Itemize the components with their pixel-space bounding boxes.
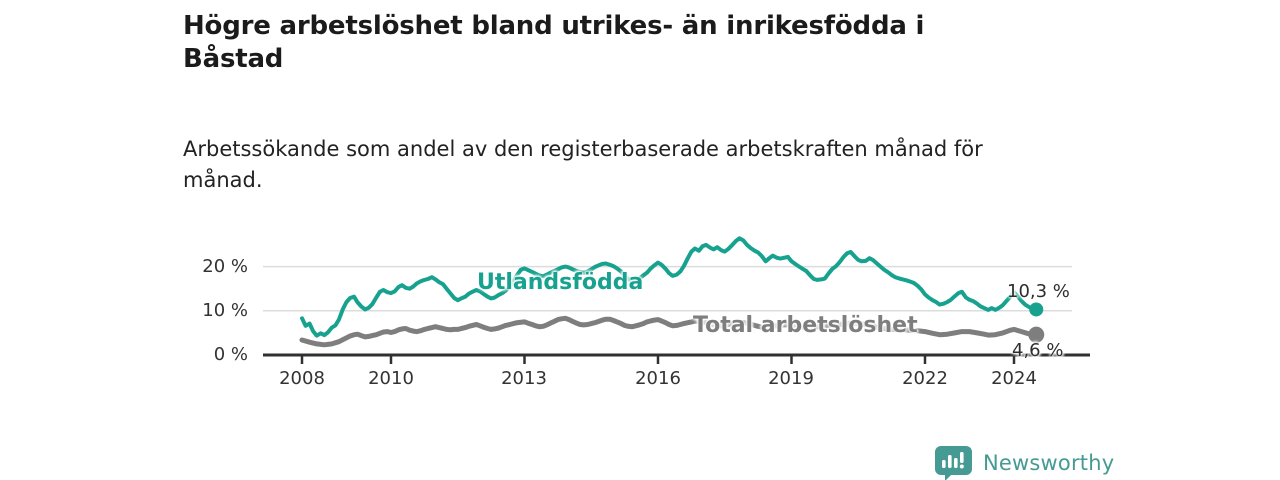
end-value-label-utlandsfodda: 10,3 % (1007, 281, 1070, 302)
series-end-dot-total (1028, 326, 1045, 343)
x-tick-label-2019: 2019 (768, 368, 814, 389)
y-tick-label-10: 10 % (202, 300, 248, 321)
y-tick-label-20: 20 % (202, 256, 248, 277)
x-tick-label-2010: 2010 (368, 368, 414, 389)
brand-footer: Newsworthy (933, 445, 1114, 480)
bar-chart-speech-bubble-icon (935, 446, 972, 480)
page-title: Högre arbetslöshet bland utrikes- än inr… (183, 11, 925, 74)
series-label-total-arbetsloshet: Total arbetslöshet (693, 313, 918, 338)
series-line-utlandsfodda (300, 236, 1039, 338)
series-end-dot-utlandsfodda (1029, 302, 1044, 317)
brand-name: Newsworthy (983, 451, 1115, 475)
chart-subtitle: Arbetssökande som andel av den registerb… (183, 137, 983, 192)
x-tick-label-2013: 2013 (501, 368, 547, 389)
x-tick-label-2024: 2024 (991, 368, 1037, 389)
series-label-utlandsfodda: Utlandsfödda (477, 270, 644, 295)
x-tick-label-2016: 2016 (635, 368, 681, 389)
y-tick-label-0: 0 % (213, 344, 248, 365)
series-line-total (299, 315, 1039, 348)
x-tick-label-2008: 2008 (279, 368, 325, 389)
x-tick-label-2022: 2022 (902, 368, 948, 389)
end-value-label-total: 4,6 % (1012, 340, 1064, 361)
